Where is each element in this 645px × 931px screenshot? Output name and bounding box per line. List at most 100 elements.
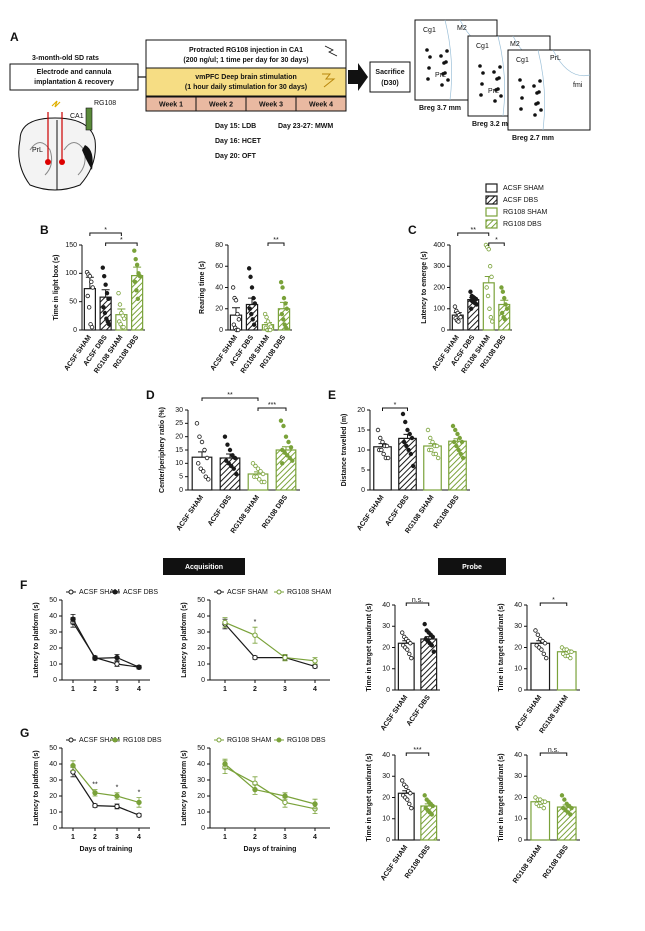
y-tick-label: 400 — [433, 242, 445, 249]
x-tick-label: ACSF SHAM — [514, 694, 544, 732]
data-point — [230, 285, 236, 290]
section-dot — [428, 55, 432, 59]
data-point — [504, 306, 510, 311]
data-point — [460, 455, 466, 461]
chart: E 0 5 10 15 20 Distance travelled (m) ACSF SHAM… — [328, 388, 470, 535]
y-tick-label: 80 — [215, 242, 223, 249]
data-point — [422, 621, 427, 627]
data-point — [430, 634, 435, 640]
data-point — [405, 797, 410, 802]
legend-swatch — [485, 195, 498, 205]
data-point — [285, 453, 290, 458]
legend-label: ACSF SHAM — [79, 589, 120, 596]
y-tick-label: 30 — [49, 777, 57, 784]
data-point — [252, 301, 258, 306]
x-tick-label: 3 — [283, 686, 287, 693]
x-tick-label: 4 — [137, 686, 141, 693]
section-dot — [493, 99, 497, 103]
y-axis-label: Latency to platform (s) — [33, 750, 40, 825]
y-tick-label: 10 — [357, 447, 365, 454]
schedule-item: Day 20: OFT — [215, 153, 257, 160]
data-point — [280, 461, 285, 466]
data-point — [283, 301, 288, 306]
panel-letter: D — [146, 388, 155, 402]
data-point — [288, 445, 294, 450]
data-point — [135, 296, 141, 302]
y-tick-label: 10 — [197, 809, 205, 816]
header-box — [163, 558, 245, 575]
x-tick-label: ACSF SHAM — [380, 694, 410, 732]
y-axis-label: Center/periphery ratio (%) — [159, 407, 166, 493]
data-point — [250, 461, 256, 466]
data-point — [453, 427, 458, 433]
y-axis-label: Time in target quadrant (s) — [498, 603, 505, 691]
legend-marker — [216, 737, 222, 743]
data-point — [225, 442, 230, 447]
x-tick-label: 4 — [313, 834, 317, 841]
series-line — [72, 771, 140, 816]
y-tick-label: 0 — [179, 487, 183, 494]
data-point — [197, 434, 202, 439]
y-tick-label: 40 — [49, 761, 57, 768]
data-point — [252, 786, 258, 793]
significance-label: * — [120, 237, 123, 244]
y-tick-label: 30 — [514, 623, 522, 630]
data-point — [101, 305, 106, 310]
bregma-label: Breg 3.7 mm — [419, 105, 461, 112]
section-dot — [533, 113, 537, 117]
legend-label: RG108 DBS — [123, 737, 162, 744]
data-point — [252, 654, 258, 661]
series-line — [224, 621, 316, 662]
data-point — [260, 471, 266, 477]
legend-label: RG108 DBS — [287, 737, 326, 744]
data-point — [458, 315, 463, 320]
stimulation-detail: (1 hour daily stimulation for 30 days) — [185, 84, 307, 91]
significance-label: ** — [227, 392, 233, 399]
significance-bracket — [89, 232, 122, 236]
y-tick-label: 40 — [215, 284, 223, 291]
y-tick-label: 100 — [433, 306, 445, 313]
chart: 0 10 20 30 40 50 Latency to platform (s) 1 2 3 4 Da… — [181, 737, 330, 853]
section-dot — [440, 83, 444, 87]
data-point — [408, 451, 414, 457]
data-point — [249, 285, 255, 290]
legend-label: ACSF SHAM — [79, 737, 120, 744]
data-point — [229, 463, 234, 469]
data-point — [490, 319, 495, 324]
section-dot — [499, 94, 503, 98]
data-point — [278, 418, 284, 423]
data-point — [278, 279, 284, 285]
y-tick-label: 20 — [175, 434, 183, 441]
legend-swatch — [485, 207, 498, 217]
region-label: fmi — [573, 82, 583, 89]
data-point — [401, 439, 407, 445]
panel-a: A 3-month-old SD rats Electrode and cann… — [9, 19, 591, 191]
data-point — [136, 664, 142, 670]
data-point — [425, 427, 431, 433]
data-point — [503, 302, 508, 307]
y-axis-label: Time in light box (s) — [53, 255, 60, 321]
y-tick-label: 10 — [175, 460, 183, 467]
bar — [219, 457, 241, 491]
data-point — [249, 311, 254, 317]
data-point — [92, 655, 98, 662]
data-point — [70, 616, 76, 622]
data-point — [400, 411, 406, 417]
data-point — [474, 302, 479, 307]
y-tick-label: 30 — [49, 629, 57, 636]
week-box — [295, 96, 347, 112]
section-dot — [494, 88, 498, 92]
section-frame — [507, 49, 591, 131]
y-tick-label: 40 — [514, 752, 522, 759]
x-tick-label: ACSF DBS — [384, 494, 410, 528]
bregma-label: Breg 3.2 mm — [472, 121, 514, 128]
y-tick-label: 10 — [514, 666, 522, 673]
section-dot — [441, 72, 445, 76]
data-point — [280, 285, 285, 290]
section-dot — [439, 54, 443, 58]
region-label: M2 — [457, 25, 467, 32]
x-tick-label: 1 — [223, 686, 227, 693]
data-point — [283, 325, 289, 331]
data-point — [473, 296, 479, 302]
